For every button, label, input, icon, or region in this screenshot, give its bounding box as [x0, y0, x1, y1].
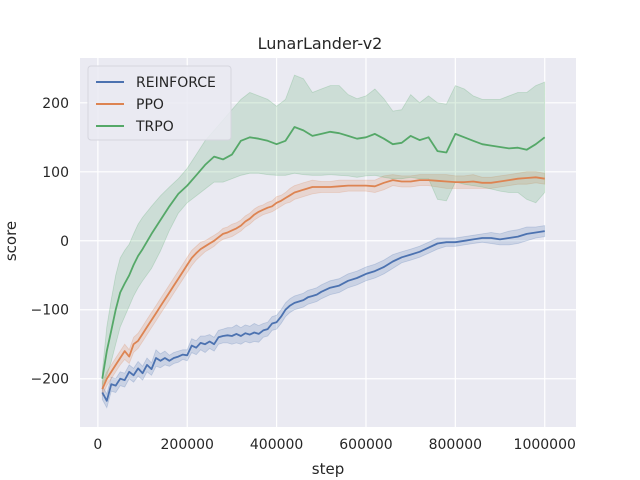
x-tick-label: 400000 [250, 437, 303, 453]
x-tick-label: 800000 [429, 437, 482, 453]
x-tick-label: 0 [93, 437, 102, 453]
chart-title: LunarLander-v2 [258, 34, 383, 53]
y-tick-label: −200 [31, 372, 69, 388]
x-tick-label: 200000 [161, 437, 214, 453]
y-axis-label: score [2, 221, 20, 261]
x-tick-label: 1000000 [514, 437, 576, 453]
grid [80, 58, 576, 427]
reinforce-confidence-band [101, 225, 546, 409]
y-tick-label: 100 [42, 165, 69, 181]
tick-labels: 0 200000 400000 600000 800000 1000000 −200 −100… [31, 96, 576, 453]
trpo-legend-label: TRPO [135, 119, 174, 135]
legend: REINFORCE PPO TRPO [87, 65, 232, 141]
y-tick-label: −100 [31, 303, 69, 319]
y-tick-label: 200 [42, 96, 69, 112]
reinforce-line [101, 230, 545, 402]
legend-box [87, 65, 232, 141]
x-tick-label: 600000 [339, 437, 392, 453]
x-axis-label: step [312, 460, 344, 478]
series-lines [101, 126, 546, 402]
ppo-line [101, 176, 545, 390]
ppo-confidence-band [101, 171, 546, 397]
trpo-line [101, 126, 546, 379]
y-tick-label: 0 [60, 234, 69, 250]
ppo-legend-label: PPO [136, 97, 164, 113]
reinforce-legend-label: REINFORCE [136, 75, 216, 91]
